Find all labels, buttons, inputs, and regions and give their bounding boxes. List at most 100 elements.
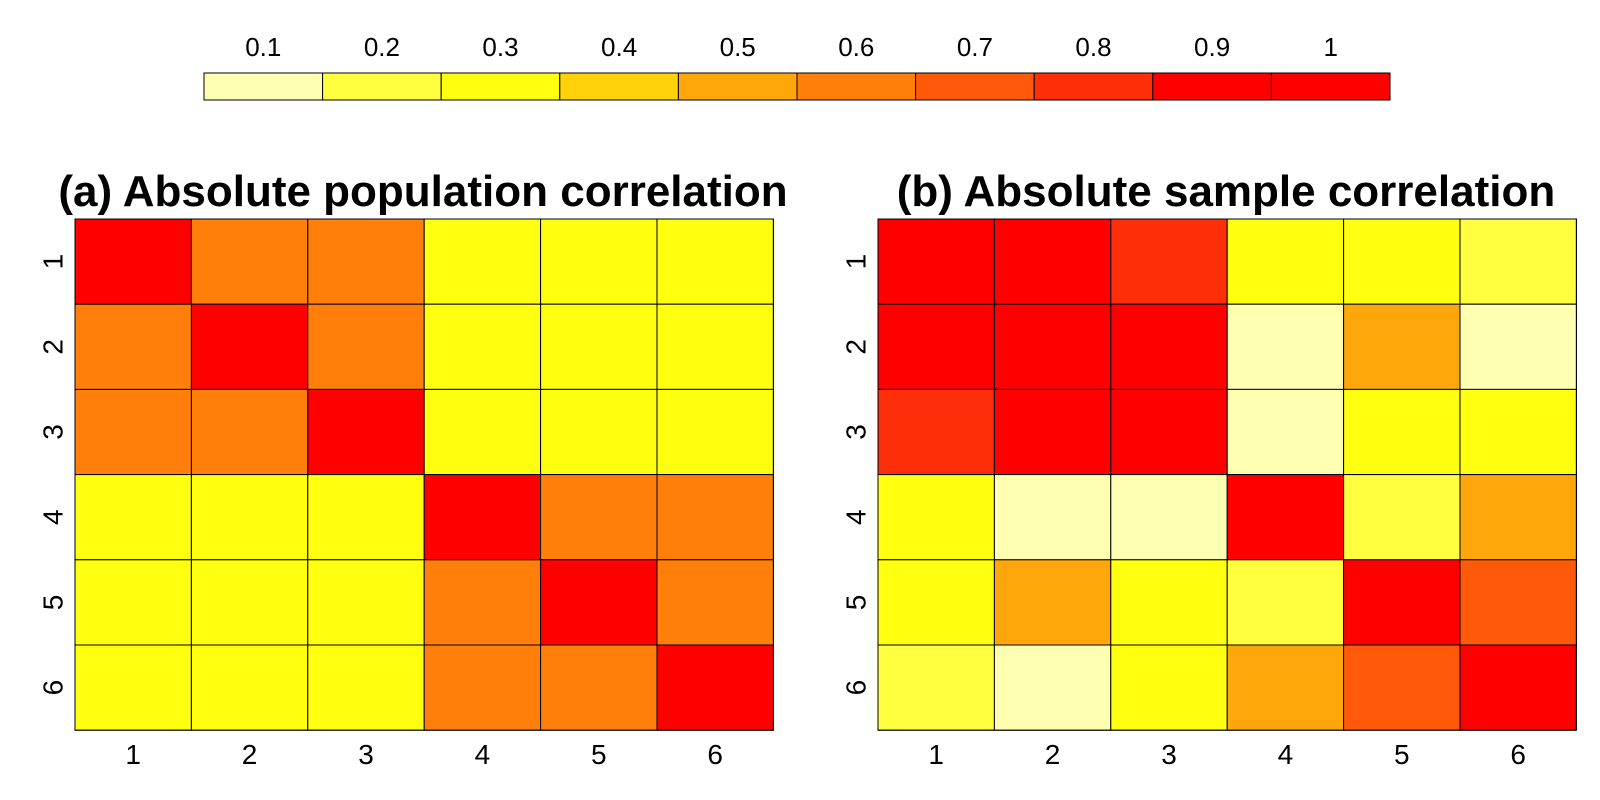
plot-frame xyxy=(877,218,1577,731)
heatmap-cell xyxy=(877,474,995,561)
heatmap-cell xyxy=(1343,559,1461,646)
heatmap-cell xyxy=(74,388,192,476)
y-tick-label: 5 xyxy=(38,595,69,611)
heatmap-cell xyxy=(1459,644,1577,731)
heatmap-cell xyxy=(190,218,309,305)
heatmap-cell xyxy=(656,559,774,646)
heatmap-cell xyxy=(190,303,309,390)
heatmap-cell xyxy=(540,218,658,305)
chart-title: (b) Absolute sample correlation xyxy=(897,167,1555,216)
legend-label: 0.2 xyxy=(364,32,400,62)
heatmap-cell xyxy=(1459,218,1577,305)
heatmap-cell xyxy=(877,218,995,305)
legend-swatch xyxy=(1270,72,1391,101)
x-tick-label: 2 xyxy=(1045,739,1061,770)
heatmap-cell xyxy=(423,388,542,476)
heatmap-cell xyxy=(540,303,658,390)
heatmap-cell xyxy=(1110,388,1228,476)
x-tick-label: 3 xyxy=(1161,739,1177,770)
heatmap-cell xyxy=(423,474,542,561)
heatmap-cell xyxy=(540,644,658,731)
heatmap-cell xyxy=(74,218,192,305)
heatmap-cell xyxy=(74,644,192,731)
legend-swatch xyxy=(796,72,917,101)
heatmap-cell xyxy=(656,474,774,561)
heatmap-cell xyxy=(656,644,774,731)
x-tick-label: 4 xyxy=(1278,739,1294,770)
y-tick-label: 6 xyxy=(38,680,69,696)
heatmap-cell xyxy=(1343,644,1461,731)
heatmap-cell xyxy=(1343,388,1461,476)
heatmap-cell xyxy=(1110,303,1228,390)
heatmap-cell xyxy=(993,218,1112,305)
heatmap-cell xyxy=(190,388,309,476)
chart-title: (a) Absolute population correlation xyxy=(58,167,787,216)
heatmap-cell xyxy=(74,474,192,561)
heatmap-cell xyxy=(1110,218,1228,305)
x-tick-label: 2 xyxy=(242,739,258,770)
heatmap-cell xyxy=(74,303,192,390)
x-tick-label: 1 xyxy=(928,739,944,770)
legend-swatch xyxy=(677,72,798,101)
legend-label: 1 xyxy=(1323,32,1337,62)
heatmap-cell xyxy=(1343,474,1461,561)
legend-label: 0.6 xyxy=(838,32,874,62)
heatmap-cell xyxy=(656,388,774,476)
heatmap-cell xyxy=(1110,559,1228,646)
plot-frame xyxy=(74,218,774,731)
x-tick-label: 4 xyxy=(475,739,491,770)
heatmap-cell xyxy=(74,559,192,646)
heatmap-cell xyxy=(1226,559,1345,646)
heatmap-cell xyxy=(1226,474,1345,561)
legend-swatch xyxy=(915,72,1035,101)
x-tick-label: 5 xyxy=(591,739,607,770)
heatmap-cell xyxy=(307,388,425,476)
y-tick-label: 3 xyxy=(841,424,872,440)
heatmap-cell xyxy=(1459,559,1577,646)
legend-label: 0.7 xyxy=(957,32,993,62)
heatmap-cell xyxy=(190,559,309,646)
legend-label: 0.8 xyxy=(1075,32,1111,62)
heatmap-cell xyxy=(1343,303,1461,390)
heatmap-cell xyxy=(1459,388,1577,476)
heatmap-cell xyxy=(307,218,425,305)
y-tick-label: 2 xyxy=(38,339,69,355)
heatmap-cell xyxy=(993,474,1112,561)
y-tick-label: 6 xyxy=(841,680,872,696)
heatmap-cell xyxy=(993,303,1112,390)
legend-swatch xyxy=(1033,72,1154,101)
heatmap-cell xyxy=(877,644,995,731)
heatmap-cell xyxy=(423,218,542,305)
legend-label: 0.3 xyxy=(482,32,518,62)
heatmap-cell xyxy=(1459,303,1577,390)
legend-swatch xyxy=(203,72,324,101)
heatmap-panel-a: (a) Absolute population correlation 1 2 3 4 5… xyxy=(38,167,788,770)
heatmap-cell xyxy=(1226,218,1345,305)
heatmap-cell xyxy=(993,559,1112,646)
y-tick-label: 1 xyxy=(38,254,69,270)
color-legend: 0.1 0.2 0.3 0.4 0.5 0.6 0.7 0.8 0.9 1 xyxy=(203,32,1391,101)
heatmap-cell xyxy=(656,303,774,390)
legend-label: 0.4 xyxy=(601,32,637,62)
legend-swatch xyxy=(559,72,679,101)
heatmap-cell xyxy=(1343,218,1461,305)
y-tick-label: 4 xyxy=(841,509,872,525)
y-tick-label: 4 xyxy=(38,509,69,525)
heatmap-cell xyxy=(993,388,1112,476)
heatmap-cell xyxy=(423,644,542,731)
x-tick-label: 3 xyxy=(358,739,374,770)
heatmap-cell xyxy=(307,474,425,561)
heatmap-cell xyxy=(877,388,995,476)
legend-swatch xyxy=(440,72,561,101)
heatmap-cell xyxy=(1226,644,1345,731)
heatmap-cell xyxy=(540,388,658,476)
x-tick-label: 1 xyxy=(125,739,141,770)
heatmap-cell xyxy=(1110,644,1228,731)
legend-swatch xyxy=(1152,72,1272,101)
legend-label: 0.5 xyxy=(720,32,756,62)
heatmap-cell xyxy=(656,218,774,305)
heatmap-cell xyxy=(307,303,425,390)
heatmap-cell xyxy=(1459,474,1577,561)
heatmap-panel-b: (b) Absolute sample correlation 1 2 3 4 5 6 1 2 3… xyxy=(841,167,1577,770)
